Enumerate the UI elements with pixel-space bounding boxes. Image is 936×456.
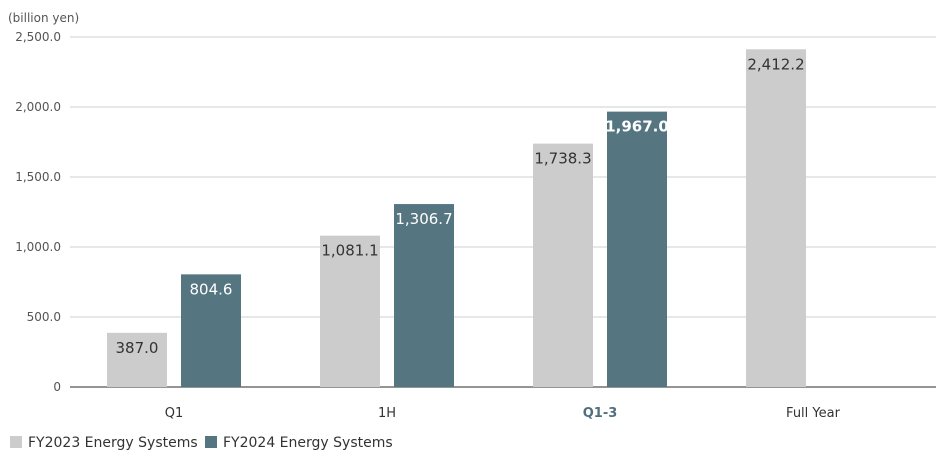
legend-swatch-fy2024 (205, 436, 217, 448)
legend-label-fy2024: FY2024 Energy Systems (223, 435, 393, 451)
y-tick-label: 1,500.0 (15, 170, 61, 184)
bar-fy2023 (533, 143, 593, 387)
data-label: 1,306.7 (395, 210, 452, 228)
y-tick-label: 2,500.0 (15, 30, 61, 44)
bar-fy2024 (181, 274, 241, 387)
data-label: 1,967.0 (605, 118, 669, 136)
legend-label-fy2023: FY2023 Energy Systems (28, 435, 198, 451)
data-label: 387.0 (116, 339, 159, 357)
bar-fy2023 (107, 332, 167, 387)
data-label: 1,081.1 (321, 242, 378, 260)
data-label: 1,738.3 (534, 150, 591, 168)
y-tick-label: 500.0 (27, 310, 61, 324)
x-tick-label: Full Year (786, 406, 841, 421)
bars (107, 49, 806, 388)
x-tick-label: 1H (378, 406, 396, 421)
x-tick-label: Q1-3 (583, 406, 618, 421)
bar-fy2023 (746, 49, 806, 388)
data-label: 2,412.2 (747, 55, 804, 73)
legend-swatch-fy2023 (10, 436, 22, 448)
bar-fy2023 (320, 235, 380, 387)
y-tick-label: 1,000.0 (15, 240, 61, 254)
legend: FY2023 Energy Systems FY2024 Energy Syst… (10, 435, 393, 451)
bar-fy2024 (394, 204, 454, 387)
x-axis: Q1 1H Q1-3 Full Year (165, 406, 841, 421)
bar-fy2024 (607, 111, 667, 388)
x-tick-label: Q1 (165, 406, 184, 421)
data-label: 804.6 (190, 280, 233, 298)
unit-label: (billion yen) (8, 11, 79, 25)
y-tick-label: 0 (53, 380, 61, 394)
y-tick-label: 2,000.0 (15, 100, 61, 114)
y-axis: 0 500.0 1,000.0 1,500.0 2,000.0 2,500.0 (15, 30, 61, 394)
data-labels: 387.0 1,081.1 1,738.3 2,412.2 804.6 1,306.7 1,… (116, 55, 805, 357)
